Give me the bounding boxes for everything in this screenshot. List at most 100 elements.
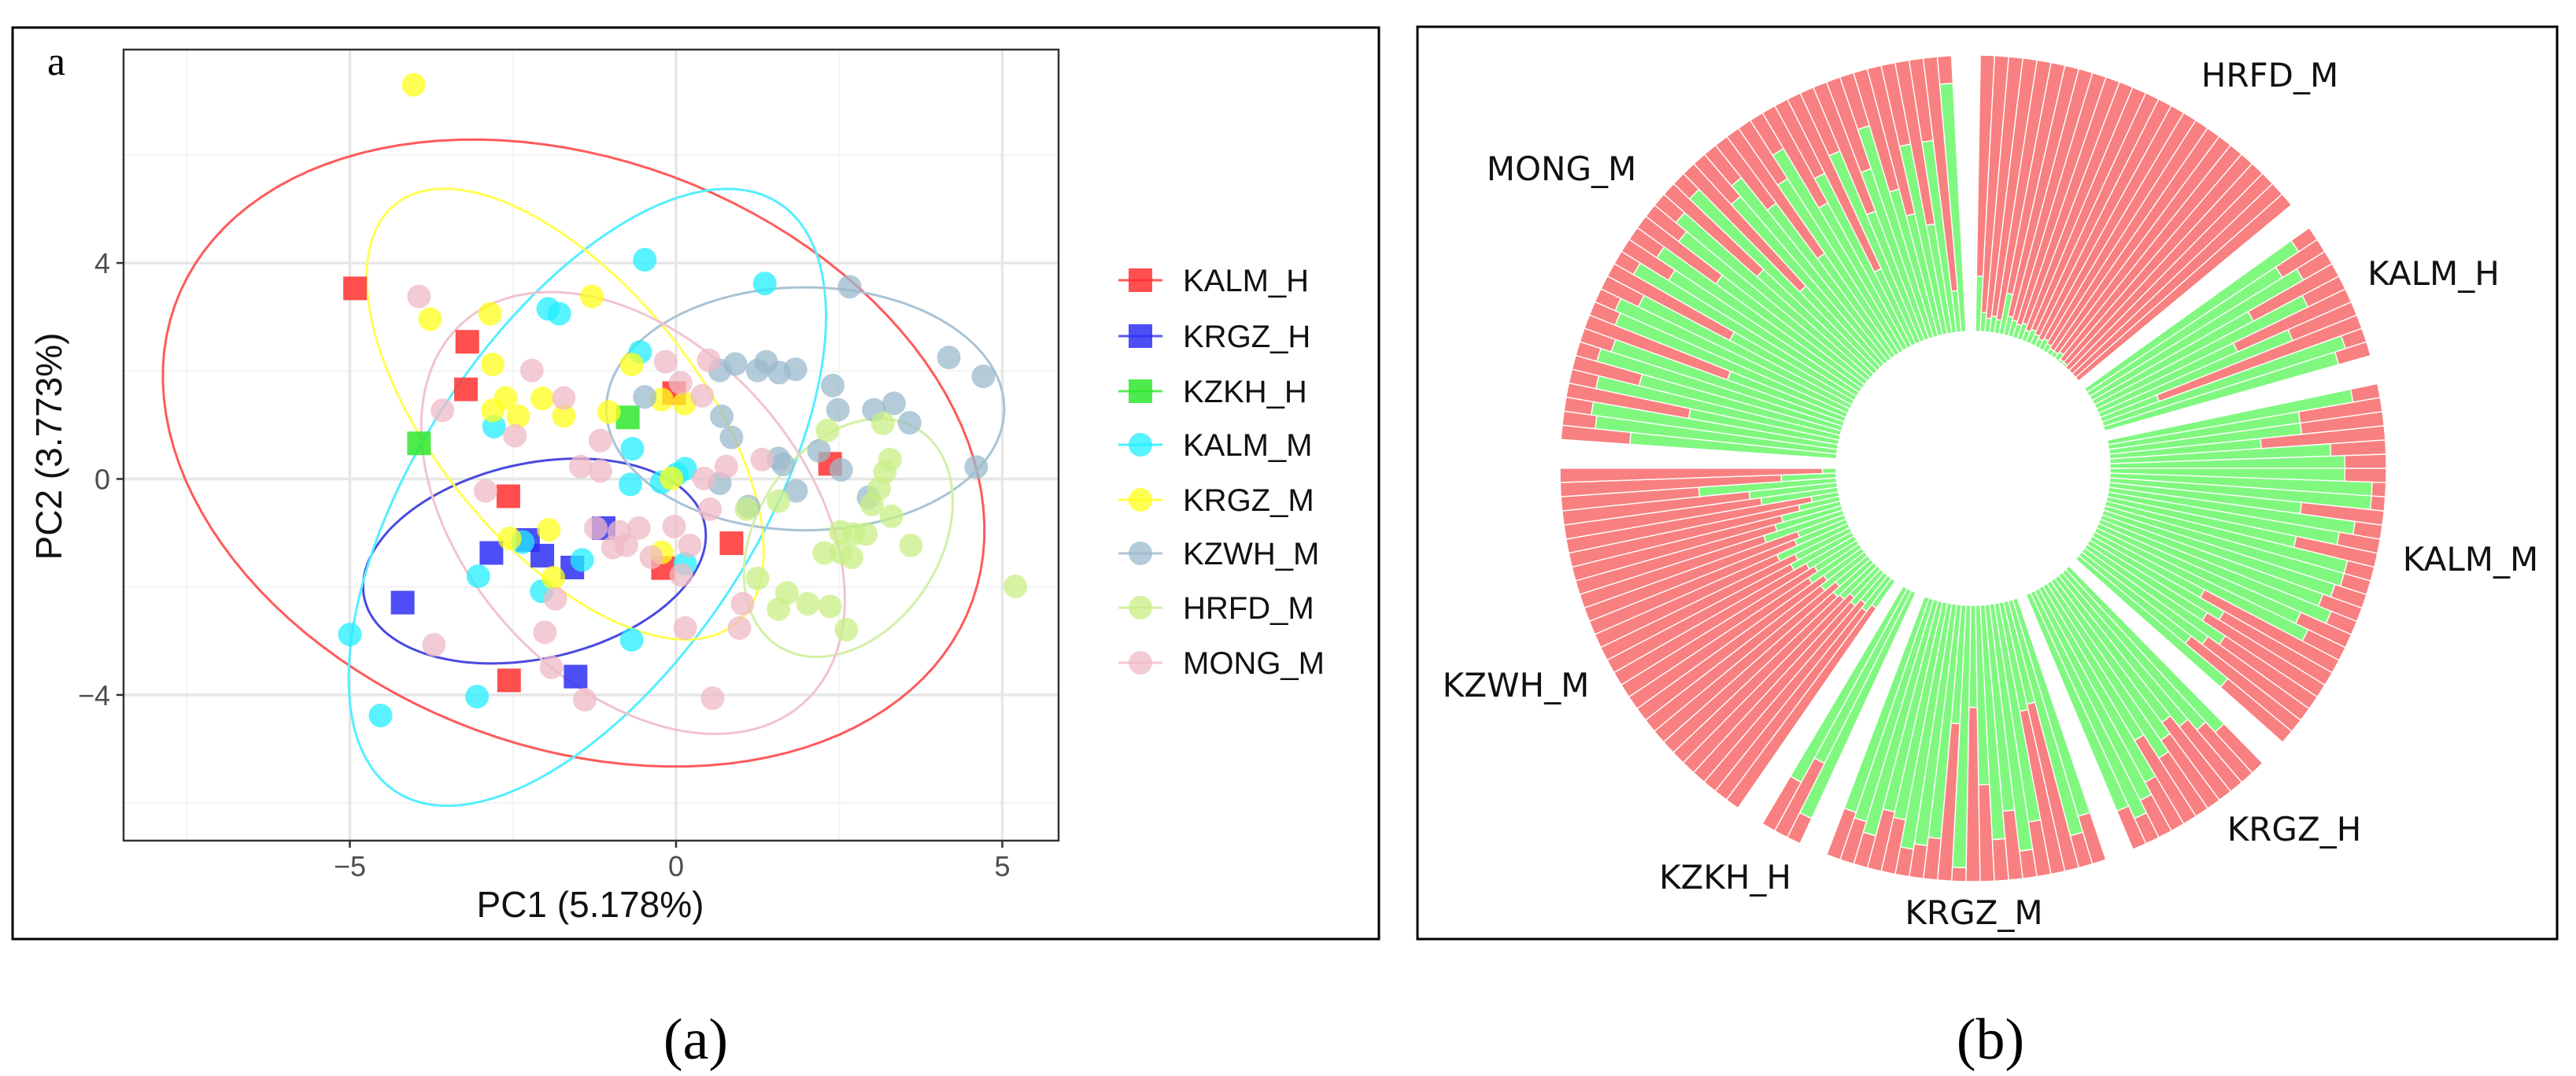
point-kzkh-h xyxy=(407,431,431,456)
point-krgz-h xyxy=(564,664,588,689)
individual-bar xyxy=(2083,543,2319,710)
point-mong-m xyxy=(568,454,593,479)
point-mong-m xyxy=(543,586,567,611)
group-label-krgz-m: KRGZ_M xyxy=(1905,893,2042,932)
panel-b-caption: (b) xyxy=(1957,1008,2024,1072)
point-mong-m xyxy=(422,633,446,657)
group-label-mong-m: MONG_M xyxy=(1487,150,1637,188)
point-mong-m xyxy=(519,358,544,383)
legend-circle-icon xyxy=(1129,542,1152,565)
point-krgz-m xyxy=(537,517,561,542)
legend-circle-icon xyxy=(1129,596,1152,619)
point-mong-m xyxy=(431,398,455,423)
circular-bars xyxy=(1559,54,2387,882)
legend-circle-icon xyxy=(1129,651,1152,675)
point-kzwh-m xyxy=(826,397,850,422)
point-krgz-h xyxy=(530,543,555,568)
bar-red-segment xyxy=(1761,775,1802,832)
point-hrfd-m xyxy=(859,492,884,516)
legend-item-hrfd-m: HRFD_M xyxy=(1118,591,1314,626)
x-tick-label: 0 xyxy=(668,850,684,882)
legend-item-kzwh-m: KZWH_M xyxy=(1118,537,1319,571)
point-kzwh-m xyxy=(723,352,748,376)
point-kzwh-m xyxy=(837,275,862,299)
point-kalm-m xyxy=(547,301,571,326)
point-hrfd-m xyxy=(815,418,840,442)
individual-bar xyxy=(1761,585,1909,832)
legend-label: KZKH_H xyxy=(1183,375,1307,409)
axis-ticks: −5 0 5 −4 0 4 xyxy=(78,247,1011,882)
point-krgz-m xyxy=(478,301,502,326)
point-kzwh-m xyxy=(771,452,795,476)
point-kalm-m xyxy=(618,472,642,497)
individual-bar xyxy=(2102,505,2371,596)
individual-bar xyxy=(1866,65,1944,337)
point-mong-m xyxy=(572,688,597,712)
bar-group-kzkh-h xyxy=(1761,585,1917,845)
bar-red-segment xyxy=(1991,838,2009,882)
individual-bar xyxy=(1894,602,1953,878)
point-krgz-m xyxy=(506,404,530,428)
legend-square-icon xyxy=(1129,268,1152,292)
point-krgz-m xyxy=(619,353,644,377)
individual-bar xyxy=(2075,193,2293,383)
legend-label: KRGZ_H xyxy=(1183,320,1310,354)
individual-bar xyxy=(1853,68,1939,338)
point-kzwh-m xyxy=(784,479,808,503)
point-mong-m xyxy=(588,428,612,453)
panel-a-caption: (a) xyxy=(663,1008,728,1072)
point-krgz-m xyxy=(481,353,505,377)
individual-bar xyxy=(1761,105,1909,352)
point-kzwh-m xyxy=(881,391,906,416)
bar-red-segment xyxy=(1950,867,1967,882)
panel-b-circular-structure-plot: HRFD_M KALM_H KALM_M KRGZ_H KRGZ_M KZKH_H KZWH… xyxy=(1416,25,2559,941)
point-kalm-m xyxy=(338,623,362,647)
point-mong-m xyxy=(588,459,612,483)
point-mong-m xyxy=(639,545,663,569)
group-label-kzwh-m: KZWH_M xyxy=(1443,666,1590,704)
legend-label: KZWH_M xyxy=(1183,537,1319,571)
ellipse-krgz-m xyxy=(365,187,765,642)
point-mong-m xyxy=(539,655,564,679)
individual-bar xyxy=(1726,127,1897,360)
point-mong-m xyxy=(698,497,723,521)
point-kzwh-m xyxy=(820,373,844,397)
point-mong-m xyxy=(533,620,557,645)
point-mong-m xyxy=(678,533,702,557)
point-kzwh-m xyxy=(783,357,808,382)
bar-group-kalm-h xyxy=(2083,227,2371,432)
point-kalm-h xyxy=(455,330,479,354)
y-tick-label: −4 xyxy=(78,679,110,712)
point-hrfd-m xyxy=(767,489,791,513)
individual-bar xyxy=(1620,539,1860,698)
bar-red-segment xyxy=(2116,805,2147,851)
point-kzwh-m xyxy=(937,346,961,370)
point-kalm-m xyxy=(619,627,644,652)
point-mong-m xyxy=(673,616,697,640)
individual-bar xyxy=(1606,262,1855,406)
individual-bar xyxy=(2078,551,2302,733)
point-kzwh-m xyxy=(719,425,744,449)
point-kalm-m xyxy=(465,684,490,708)
point-hrfd-m xyxy=(767,597,791,621)
point-mong-m xyxy=(692,466,716,490)
bar-red-segment xyxy=(2075,193,2293,383)
point-mong-m xyxy=(700,686,725,711)
point-mong-m xyxy=(669,563,693,587)
individual-bar xyxy=(2108,439,2387,464)
point-hrfd-m xyxy=(1003,575,1028,599)
point-mong-m xyxy=(730,591,755,616)
point-krgz-m xyxy=(530,386,555,411)
bar-group-krgz-h xyxy=(2025,565,2264,851)
point-mong-m xyxy=(662,514,686,538)
point-mong-m xyxy=(407,284,431,309)
point-kalm-m xyxy=(633,247,657,272)
point-kzwh-m xyxy=(807,438,831,463)
plot-border xyxy=(122,48,1060,842)
point-mong-m xyxy=(473,479,497,503)
point-hrfd-m xyxy=(818,594,842,619)
point-krgz-h xyxy=(390,590,415,615)
point-krgz-m xyxy=(552,404,576,428)
x-axis-title: PC1 (5.178%) xyxy=(477,884,704,925)
legend-item-kalm-m: KALM_M xyxy=(1118,428,1313,463)
